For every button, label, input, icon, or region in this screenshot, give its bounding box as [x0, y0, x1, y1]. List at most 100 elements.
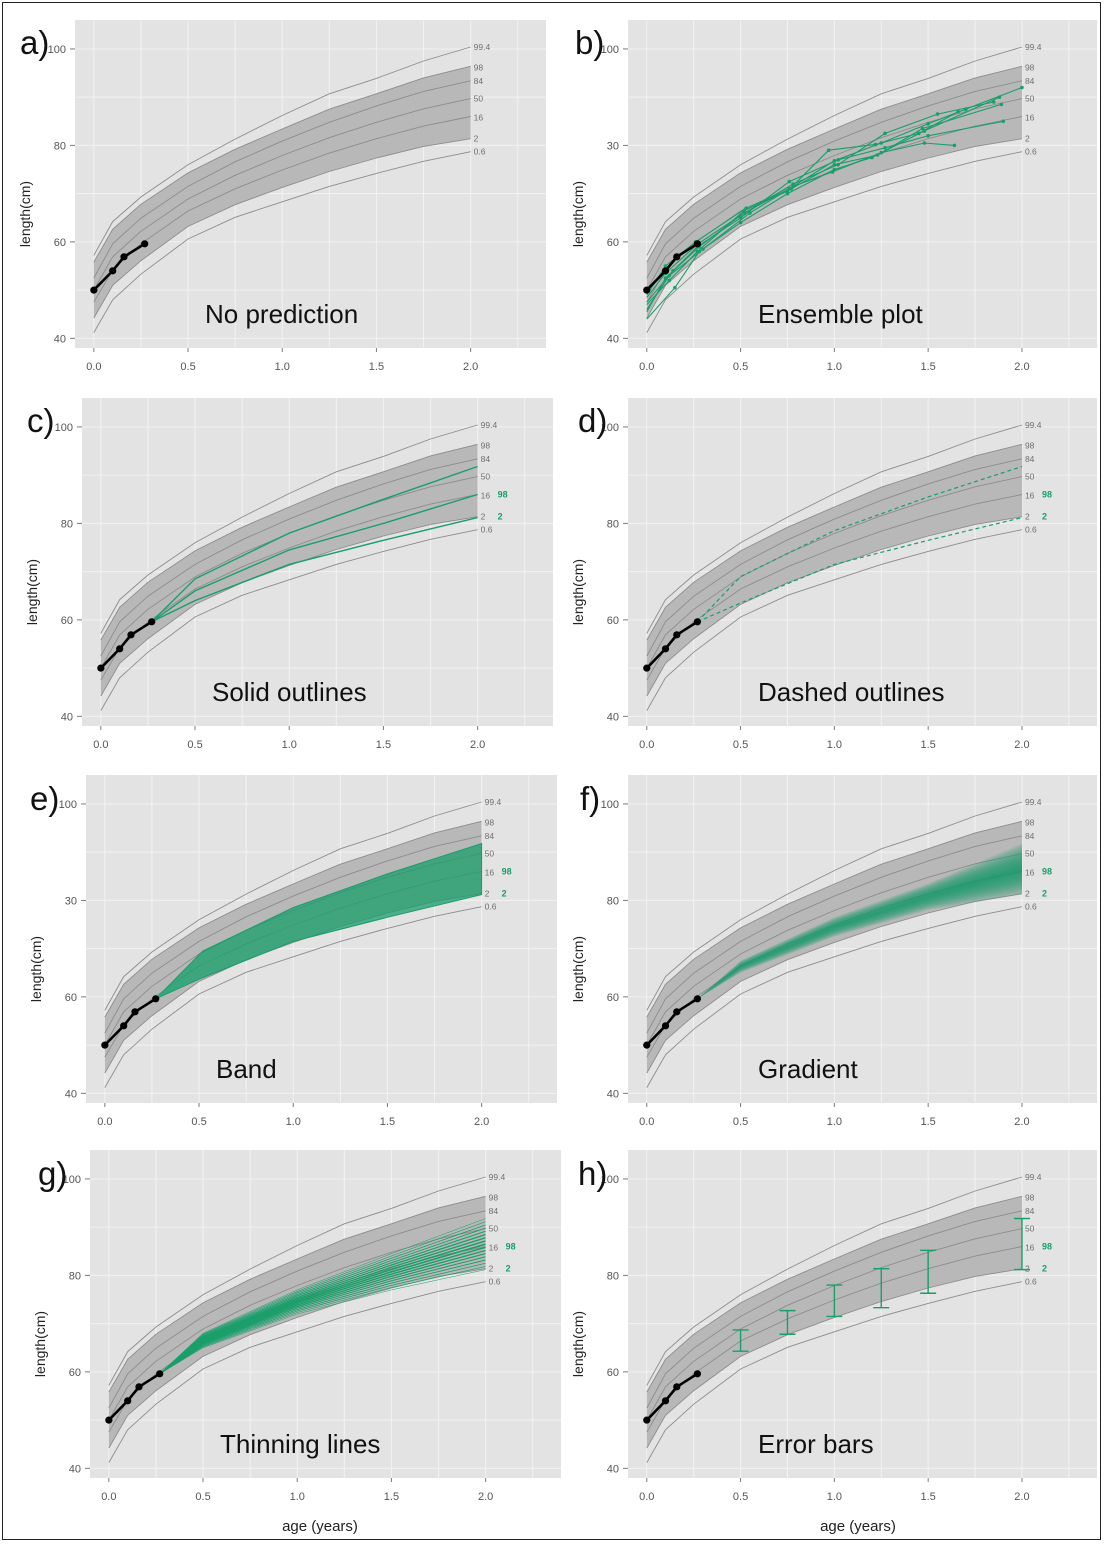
x-tick-label: 2.0 [1014, 1116, 1029, 1128]
observed-point [124, 1397, 132, 1405]
centile-line-2 [646, 138, 1023, 319]
prediction-line-upper [151, 465, 478, 623]
y-axis-title: length(cm) [570, 1311, 586, 1377]
thinning-line [159, 1218, 486, 1374]
observed-point [148, 618, 156, 626]
centile-line-50 [646, 853, 1023, 1046]
x-tick-label: 0.5 [187, 739, 202, 751]
y-tick-label: 30 [65, 895, 77, 907]
centile-label: 84 [485, 831, 495, 841]
prediction-line-lower [151, 516, 478, 623]
centile-line-99.4 [646, 1176, 1023, 1386]
y-axis-title: length(cm) [17, 181, 33, 247]
panel-5: 0.6 2 16 50 84 98 99.4 98 2 40 60 80 100 0.0 0.5 1.0 1.5… [570, 775, 1097, 1128]
gradient-layer [697, 863, 1022, 999]
panel-letter: g) [38, 1155, 67, 1192]
centile-label: 98 [485, 817, 495, 827]
centile-line-0.6 [104, 906, 482, 1088]
centile-line-0.6 [646, 151, 1023, 333]
x-axis-title: age (years) [820, 1518, 896, 1535]
observed-point [693, 1370, 702, 1378]
centile-line-99.4 [108, 1176, 486, 1386]
centile-label: 98 [1025, 817, 1035, 827]
gradient-layer [697, 861, 1022, 999]
centile-line-99.4 [100, 424, 478, 634]
gradient-layer [697, 850, 1022, 999]
centile-line-0.6 [93, 151, 471, 333]
x-axis-title: age (years) [282, 1518, 358, 1535]
observed-point [105, 1416, 113, 1424]
x-tick-label: 1.0 [290, 1491, 305, 1503]
observed-point [101, 1041, 109, 1049]
ensemble-point [744, 206, 748, 210]
ensemble-point [738, 215, 743, 220]
centile-label: 84 [1025, 76, 1035, 86]
ensemble-point [671, 269, 675, 273]
observed-point [643, 286, 651, 294]
centile-line-0.6 [100, 529, 478, 711]
ensemble-point [952, 143, 957, 148]
panel-2: 0.6 2 16 50 84 98 99.4 98 2 40 60 80 100 0.0 0.5 1.0 1.5… [24, 398, 553, 751]
centile-line-84 [100, 458, 478, 657]
thinning-line [159, 1266, 486, 1375]
y-tick-label: 80 [607, 1270, 619, 1282]
gradient-layer [697, 859, 1022, 999]
y-tick-label: 80 [54, 140, 66, 152]
observed-point [97, 664, 105, 672]
y-tick-label: 30 [607, 140, 619, 152]
centile-label: 0.6 [1025, 525, 1037, 535]
panel-title: Ensemble plot [758, 299, 924, 329]
centile-line-2 [646, 893, 1023, 1074]
x-tick-label: 0.0 [97, 1116, 112, 1128]
gradient-layer [697, 847, 1022, 999]
centile-line-98 [646, 1195, 1023, 1393]
y-tick-label: 60 [54, 237, 66, 249]
y-tick-label: 40 [54, 333, 66, 345]
panel-letter: a) [20, 24, 49, 61]
x-tick-label: 1.5 [380, 1116, 395, 1128]
x-tick-label: 0.0 [101, 1491, 116, 1503]
panel-1: 0.6 2 16 50 84 98 99.4 40 60 30 100 0.0 0.5 1.0 1.5 2.0… [570, 20, 1097, 373]
panel-title: Dashed outlines [758, 677, 944, 707]
centile-line-99.4 [646, 801, 1023, 1011]
prediction-label-2: 2 [498, 512, 503, 522]
panel-6: 0.6 2 16 50 84 98 99.4 98 2 40 60 80 100 0.0 0.5 1.0 1.5… [32, 1150, 561, 1535]
centile-line-2 [93, 138, 471, 319]
centile-label: 2 [1025, 512, 1030, 522]
observed-point [673, 631, 681, 639]
observed-point [127, 631, 135, 639]
band-inner-line [155, 868, 482, 1000]
observed-point [661, 267, 670, 275]
centile-line-99.4 [646, 424, 1023, 634]
band-inner-line [155, 885, 482, 1000]
centile-label: 0.6 [489, 1277, 501, 1287]
thinning-line [159, 1269, 486, 1375]
observed-point [109, 267, 117, 275]
gradient-layer [697, 856, 1022, 999]
centile-label: 16 [474, 112, 484, 122]
band-inner-line [155, 877, 482, 1000]
thinning-line [159, 1224, 486, 1375]
x-tick-label: 2.0 [463, 361, 478, 373]
x-tick-label: 2.0 [1014, 739, 1029, 751]
x-tick-label: 0.0 [639, 1116, 654, 1128]
ensemble-point [920, 126, 925, 131]
y-tick-label: 80 [607, 518, 619, 530]
observed-point [116, 645, 124, 653]
y-tick-label: 80 [61, 518, 73, 530]
panel-title: Error bars [758, 1429, 874, 1459]
x-tick-label: 1.0 [827, 1491, 842, 1503]
centile-label: 2 [1025, 1264, 1030, 1274]
band-inner-line [155, 851, 482, 1000]
y-tick-label: 40 [69, 1463, 81, 1475]
centile-line-84 [93, 80, 471, 279]
observed-line [645, 620, 699, 670]
x-tick-label: 2.0 [1014, 1491, 1029, 1503]
ensemble-point [883, 131, 887, 136]
centile-line-98 [646, 820, 1023, 1018]
x-tick-label: 0.5 [195, 1491, 210, 1503]
x-tick-label: 2.0 [1014, 361, 1029, 373]
centile-label: 84 [1025, 831, 1035, 841]
